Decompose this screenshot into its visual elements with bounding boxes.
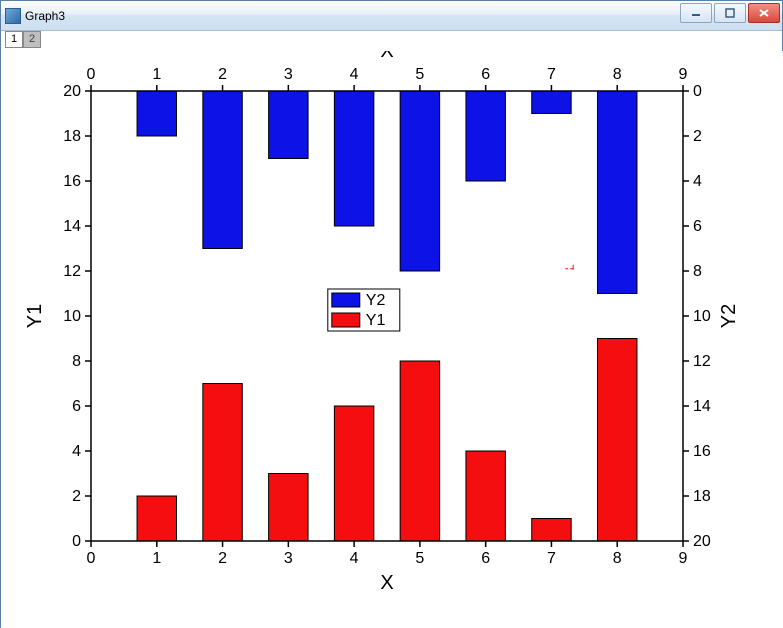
close-icon — [758, 8, 770, 18]
bar-y1 — [466, 451, 505, 541]
bar-y1 — [137, 496, 176, 541]
bar-y1 — [400, 361, 439, 541]
bar-y2 — [269, 91, 308, 159]
window-controls — [680, 3, 780, 23]
legend-label: Y1 — [366, 312, 386, 329]
ytick-left: 8 — [72, 353, 81, 370]
ytick-right: 4 — [693, 173, 702, 190]
xtick-bottom: 6 — [481, 550, 490, 567]
ytick-right: 20 — [693, 533, 711, 550]
ytick-left: 10 — [63, 308, 81, 325]
ytick-left: 18 — [63, 128, 81, 145]
xtick-top: 9 — [679, 66, 688, 83]
xtick-bottom: 4 — [350, 550, 359, 567]
bar-y1 — [597, 339, 636, 542]
ytick-left: 6 — [72, 398, 81, 415]
xtick-top: 5 — [415, 66, 424, 83]
ytick-right: 12 — [693, 353, 711, 370]
ytick-right: 16 — [693, 443, 711, 460]
ytick-left: 16 — [63, 173, 81, 190]
ytick-left: 12 — [63, 263, 81, 280]
bar-y2 — [597, 91, 636, 294]
window-title: Graph3 — [25, 9, 65, 23]
legend-swatch — [332, 313, 360, 327]
y-axis-label-right: Y2 — [718, 304, 740, 328]
ytick-right: 14 — [693, 398, 711, 415]
xtick-top: 2 — [218, 66, 227, 83]
x-axis-label-bottom: X — [380, 572, 393, 594]
xtick-top: 8 — [613, 66, 622, 83]
tab-2[interactable]: 2 — [23, 31, 41, 48]
bar-y1 — [203, 384, 242, 542]
sheet-tabs: 1 2 — [1, 31, 782, 51]
ytick-left: 4 — [72, 443, 81, 460]
bar-y2 — [334, 91, 373, 226]
ytick-left: 14 — [63, 218, 81, 235]
ytick-left: 2 — [72, 488, 81, 505]
legend-label: Y2 — [366, 292, 386, 309]
minimize-button[interactable] — [680, 3, 712, 23]
app-window: Graph3 1 2 01234567890123456789024681012… — [0, 0, 783, 627]
bar-y2 — [532, 91, 571, 114]
ytick-left: 0 — [72, 533, 81, 550]
bar-y2 — [203, 91, 242, 249]
xtick-bottom: 2 — [218, 550, 227, 567]
x-axis-label-top: X — [380, 51, 393, 62]
xtick-top: 4 — [350, 66, 359, 83]
ytick-left: 20 — [63, 83, 81, 100]
xtick-top: 6 — [481, 66, 490, 83]
y-axis-label-left: Y1 — [24, 304, 46, 328]
xtick-top: 7 — [547, 66, 556, 83]
ytick-right: 10 — [693, 308, 711, 325]
xtick-top: 1 — [152, 66, 161, 83]
ytick-right: 2 — [693, 128, 702, 145]
ytick-right: 0 — [693, 83, 702, 100]
maximize-button[interactable] — [714, 3, 746, 23]
chart-svg: 0123456789012345678902468101214161820024… — [1, 51, 783, 628]
titlebar: Graph3 — [1, 1, 782, 31]
xtick-bottom: 3 — [284, 550, 293, 567]
xtick-bottom: 7 — [547, 550, 556, 567]
app-icon — [5, 8, 21, 24]
xtick-bottom: 8 — [613, 550, 622, 567]
xtick-top: 0 — [87, 66, 96, 83]
maximize-icon — [725, 8, 735, 18]
ytick-right: 8 — [693, 263, 702, 280]
bar-y2 — [466, 91, 505, 181]
tab-1[interactable]: 1 — [5, 31, 23, 48]
bar-y2 — [137, 91, 176, 136]
bar-y1 — [269, 474, 308, 542]
bar-y2 — [400, 91, 439, 271]
chart-area: 0123456789012345678902468101214161820024… — [1, 51, 783, 628]
ytick-right: 18 — [693, 488, 711, 505]
ytick-right: 6 — [693, 218, 702, 235]
bar-y1 — [334, 406, 373, 541]
xtick-bottom: 5 — [415, 550, 424, 567]
xtick-bottom: 1 — [152, 550, 161, 567]
bar-y1 — [532, 519, 571, 542]
xtick-bottom: 9 — [679, 550, 688, 567]
minimize-icon — [691, 8, 701, 18]
xtick-top: 3 — [284, 66, 293, 83]
legend-swatch — [332, 293, 360, 307]
xtick-bottom: 0 — [87, 550, 96, 567]
close-button[interactable] — [748, 3, 780, 23]
